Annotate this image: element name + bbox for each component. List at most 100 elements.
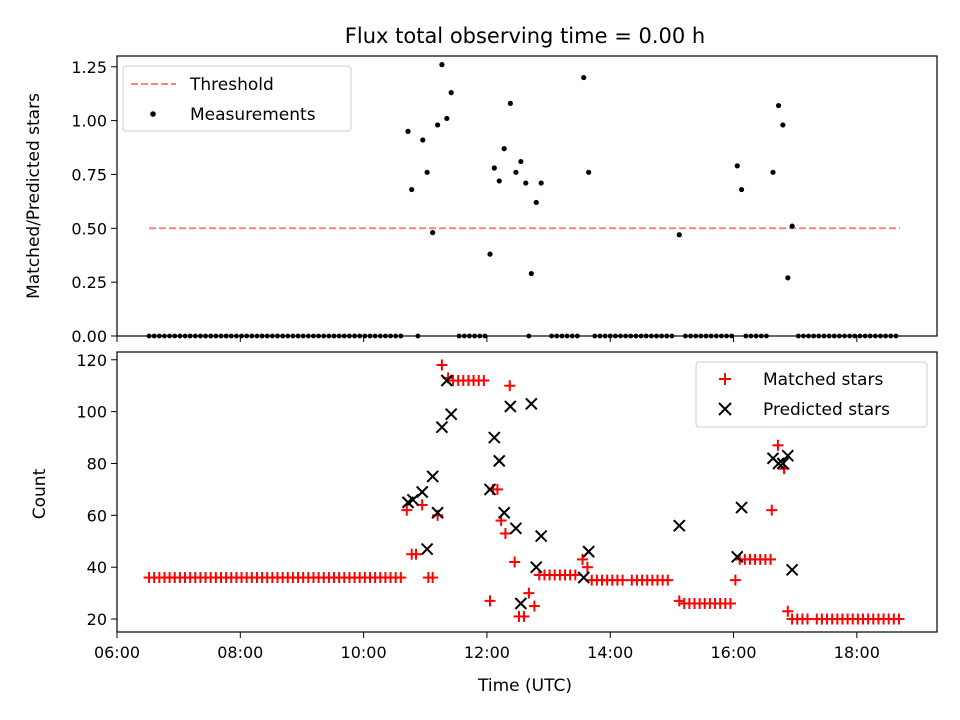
top-y-tick-label: 0.50 xyxy=(71,219,107,238)
matched-legend-label: Matched stars xyxy=(763,370,883,390)
matched-point xyxy=(395,572,407,584)
bottom-x-ticks: 06:00 08:00 10:00 12:00 14:00 16:00 18:00 xyxy=(94,632,880,662)
matched-point xyxy=(410,548,422,560)
top-axes-frame xyxy=(116,55,938,337)
matched-point xyxy=(528,600,540,612)
top-y-tick-label: 0.75 xyxy=(71,165,107,184)
measurement-point xyxy=(586,169,592,175)
matched-point xyxy=(893,613,905,625)
matched-point xyxy=(724,597,736,609)
top-legend-box xyxy=(122,65,352,132)
measurement-point xyxy=(533,199,539,206)
bottom-y-tick-label: 80 xyxy=(87,454,107,473)
matched-point xyxy=(518,610,530,622)
measurements-legend-label: Measurements xyxy=(190,105,316,125)
measurement-point xyxy=(491,165,497,171)
bottom-x-tick-label: 12:00 xyxy=(464,643,510,662)
predicted-point xyxy=(426,470,439,483)
predicted-point xyxy=(673,519,686,532)
predicted-point xyxy=(781,449,795,462)
measurement-point xyxy=(439,62,445,68)
predicted-point xyxy=(785,563,799,576)
matched-point xyxy=(436,359,448,371)
measurement-point xyxy=(528,270,534,277)
top-y-tick-label: 0.00 xyxy=(71,327,107,346)
predicted-point xyxy=(582,545,595,558)
predicted-point xyxy=(406,493,420,506)
measurement-point xyxy=(770,169,776,175)
matched-point xyxy=(499,527,511,539)
measurement-point xyxy=(780,122,786,128)
matched-point xyxy=(729,574,741,586)
measurement-point xyxy=(409,186,415,193)
matched-point xyxy=(673,595,685,607)
top-y-ticks: 0.00 0.25 0.50 0.75 1.00 1.25 xyxy=(71,58,117,346)
matched-point xyxy=(523,587,535,599)
threshold-legend-label: Threshold xyxy=(189,75,274,95)
predicted-point xyxy=(440,374,454,387)
bottom-x-tick-label: 08:00 xyxy=(217,643,263,662)
measurement-point xyxy=(785,275,791,281)
predicted-point xyxy=(420,542,434,556)
measurement-point xyxy=(435,122,441,128)
predicted-point xyxy=(776,457,790,470)
matched-legend-swatch xyxy=(719,373,731,385)
bottom-ylabel: Count xyxy=(30,468,50,519)
matched-point xyxy=(484,595,496,607)
measurement-point xyxy=(405,128,411,134)
top-y-tick-label: 1.25 xyxy=(71,58,107,77)
measurement-point xyxy=(518,158,524,165)
measurement-point xyxy=(487,251,493,257)
predicted-point xyxy=(497,506,511,519)
bottom-x-tick-label: 06:00 xyxy=(94,643,140,662)
measurements-legend-swatch xyxy=(150,111,156,117)
matched-point xyxy=(581,561,593,573)
bottom-x-tick-label: 16:00 xyxy=(710,643,756,662)
bottom-y-tick-label: 120 xyxy=(76,351,107,370)
top-legend: Threshold Measurements xyxy=(122,65,352,132)
top-panel: 0.00 0.25 0.50 0.75 1.00 1.25 Matched/Predict… xyxy=(24,55,938,346)
bottom-axes-frame xyxy=(116,351,938,633)
predicted-point xyxy=(525,397,538,411)
matched-point xyxy=(802,613,814,625)
bottom-legend-box xyxy=(695,361,928,428)
matched-point xyxy=(509,556,521,568)
measurement-point xyxy=(444,115,450,122)
bottom-x-tick-label: 18:00 xyxy=(834,643,880,662)
matched-point xyxy=(491,483,503,495)
measurement-point xyxy=(581,74,587,81)
predicted-point xyxy=(444,408,458,421)
measurement-point xyxy=(430,230,436,236)
x-axis-label: Time (UTC) xyxy=(477,676,572,696)
bottom-plot-area xyxy=(143,359,905,625)
matched-point xyxy=(617,574,629,586)
predicted-point xyxy=(530,560,543,574)
measurement-point xyxy=(789,223,795,229)
matched-point xyxy=(576,553,588,565)
bottom-y-ticks: 20 40 60 80 100 120 xyxy=(76,351,117,629)
top-plot-area xyxy=(146,62,901,339)
measurement-point xyxy=(420,137,426,143)
matched-point xyxy=(504,380,516,392)
top-ylabel: Matched/Predicted stars xyxy=(24,93,44,299)
matched-point xyxy=(427,572,439,584)
measurement-point xyxy=(738,186,745,193)
measurement-point xyxy=(448,90,454,96)
predicted-point xyxy=(493,454,506,468)
measurement-point xyxy=(496,178,502,184)
measurement-point xyxy=(513,169,519,175)
bottom-y-tick-label: 60 xyxy=(87,506,107,525)
bottom-legend: Matched stars Predicted stars xyxy=(695,361,928,428)
bottom-y-tick-label: 20 xyxy=(87,610,107,629)
predicted-point xyxy=(435,420,449,434)
measurement-point xyxy=(523,180,529,186)
bottom-x-tick-label: 14:00 xyxy=(587,643,633,662)
measurement-point xyxy=(734,163,740,169)
figure-title: Flux total observing time = 0.00 h xyxy=(345,24,705,48)
predicted-point xyxy=(514,597,528,610)
matched-point xyxy=(569,569,581,581)
measurement-point xyxy=(501,146,507,152)
bottom-x-tick-label: 10:00 xyxy=(341,643,387,662)
measurement-point xyxy=(676,232,682,238)
